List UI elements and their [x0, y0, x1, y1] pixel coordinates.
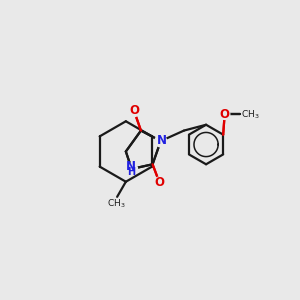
- Circle shape: [154, 177, 165, 189]
- Text: CH$_3$: CH$_3$: [107, 198, 125, 211]
- Text: H: H: [127, 167, 135, 177]
- Text: O: O: [220, 108, 230, 121]
- Text: O: O: [154, 176, 165, 189]
- Circle shape: [126, 163, 137, 175]
- Circle shape: [155, 135, 167, 147]
- Text: N: N: [126, 160, 136, 172]
- Text: CH$_3$: CH$_3$: [241, 108, 260, 121]
- Text: N: N: [157, 134, 167, 147]
- Circle shape: [128, 105, 140, 117]
- Circle shape: [220, 109, 230, 119]
- Text: O: O: [129, 104, 139, 117]
